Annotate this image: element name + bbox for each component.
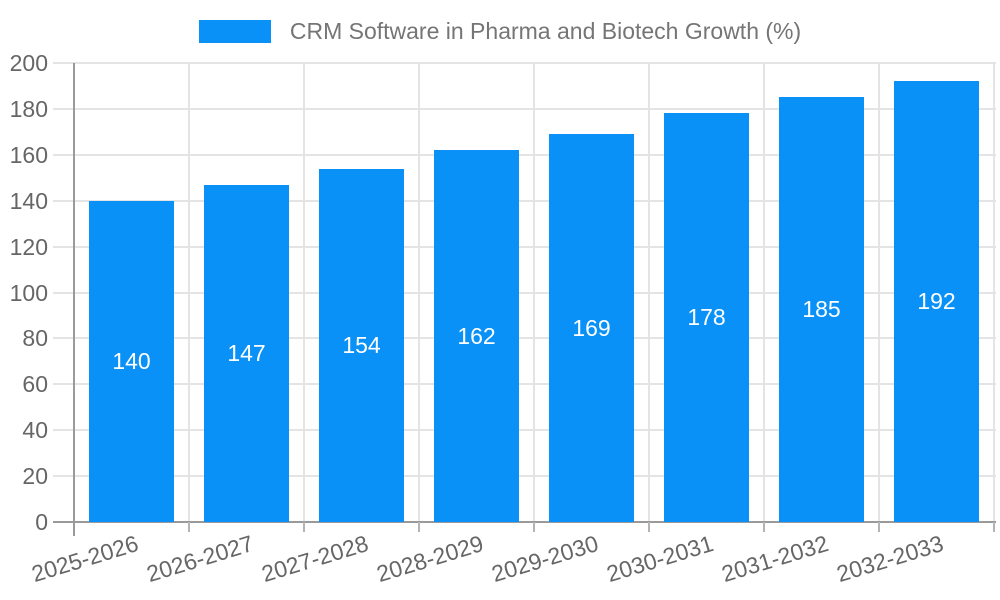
bar-value-label: 185 — [802, 296, 841, 323]
x-tick — [763, 522, 765, 532]
y-axis-line — [73, 63, 75, 536]
x-tick-label: 2029-2030 — [488, 530, 601, 588]
y-tick-label: 120 — [9, 233, 48, 260]
y-tick-label: 60 — [22, 371, 48, 398]
bar-value-label: 169 — [572, 314, 611, 341]
x-tick — [418, 522, 420, 532]
x-tick — [993, 522, 995, 532]
y-tick-label: 40 — [22, 417, 48, 444]
v-gridline — [993, 63, 995, 522]
bar[interactable]: 162 — [434, 150, 519, 522]
x-tick — [188, 522, 190, 532]
bar-value-label: 140 — [112, 347, 151, 374]
bar-value-label: 192 — [917, 288, 956, 315]
h-gridline — [53, 62, 996, 64]
x-tick — [878, 522, 880, 532]
x-axis-baseline — [53, 521, 996, 523]
x-tick-label: 2031-2032 — [718, 530, 831, 588]
x-tick-label: 2032-2033 — [833, 530, 946, 588]
h-gridline — [53, 291, 996, 294]
h-gridline — [53, 383, 996, 386]
bar-value-label: 162 — [457, 322, 496, 349]
bar-value-label: 178 — [687, 304, 726, 331]
y-tick-label: 180 — [9, 95, 48, 122]
y-tick-label: 140 — [9, 187, 48, 214]
bar-value-label: 147 — [227, 339, 266, 366]
bar[interactable]: 147 — [204, 184, 289, 522]
x-tick-label: 2026-2027 — [143, 530, 256, 588]
bar[interactable]: 154 — [319, 168, 404, 522]
h-gridline — [53, 153, 996, 156]
y-tick-label: 80 — [22, 325, 48, 352]
bar-value-label: 154 — [342, 331, 381, 358]
bar[interactable]: 178 — [664, 113, 749, 522]
bar[interactable]: 169 — [549, 134, 634, 522]
h-gridline — [53, 337, 996, 340]
y-tick-label: 160 — [9, 141, 48, 168]
bar[interactable]: 140 — [89, 200, 174, 522]
h-gridline — [53, 245, 996, 248]
bar[interactable]: 185 — [779, 97, 864, 522]
v-gridline — [878, 63, 880, 522]
legend-color-swatch — [198, 19, 271, 43]
x-tick — [533, 522, 535, 532]
x-tick — [648, 522, 650, 532]
v-gridline — [418, 63, 420, 522]
v-gridline — [188, 63, 190, 522]
x-tick — [303, 522, 305, 532]
chart-legend: CRM Software in Pharma and Biotech Growt… — [0, 17, 1000, 44]
v-gridline — [763, 63, 765, 522]
h-gridline — [53, 199, 996, 202]
y-tick-label: 200 — [9, 50, 48, 76]
x-tick-label: 2030-2031 — [603, 530, 716, 588]
h-gridline — [53, 475, 996, 478]
y-tick-label: 20 — [22, 463, 48, 490]
h-gridline — [53, 429, 996, 432]
v-gridline — [533, 63, 535, 522]
bar[interactable]: 192 — [894, 81, 979, 522]
y-tick-label: 100 — [9, 279, 48, 306]
x-tick-label: 2025-2026 — [28, 530, 141, 588]
x-tick-label: 2028-2029 — [373, 530, 486, 588]
legend-label: CRM Software in Pharma and Biotech Growt… — [289, 17, 802, 44]
h-gridline — [53, 107, 996, 110]
v-gridline — [648, 63, 650, 522]
x-tick-label: 2027-2028 — [258, 530, 371, 588]
v-gridline — [303, 63, 305, 522]
y-tick-label: 0 — [35, 509, 48, 535]
